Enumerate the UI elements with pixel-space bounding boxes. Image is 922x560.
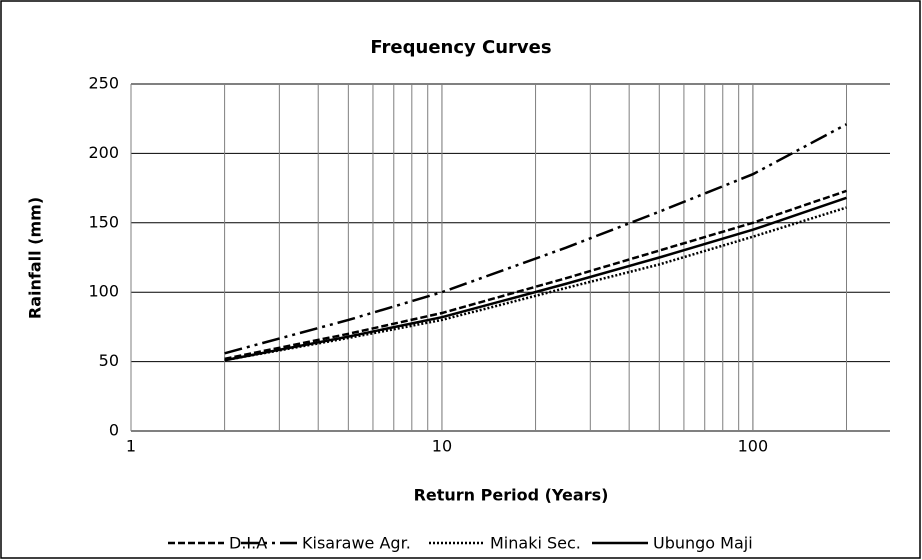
y-tick-label: 50	[99, 351, 119, 370]
x-tick-label: 1	[126, 437, 136, 456]
series-line	[224, 206, 847, 362]
x-tick-label: 10	[432, 437, 452, 456]
chart-title: Frequency Curves	[370, 37, 551, 58]
y-tick-label: 0	[109, 421, 119, 440]
series-line	[224, 189, 847, 361]
y-tick-label: 250	[88, 74, 119, 93]
series-line	[224, 196, 847, 362]
x-axis-label: Return Period (Years)	[414, 486, 609, 505]
series-line	[224, 123, 848, 355]
y-tick-label: 150	[88, 212, 119, 231]
legend-label: Kisarawe Agr.	[302, 534, 411, 553]
legend-label: Minaki Sec.	[490, 534, 581, 553]
y-tick-label: 200	[88, 143, 119, 162]
x-tick-label: 100	[738, 437, 769, 456]
y-tick-label: 100	[88, 282, 119, 301]
legend-label: Ubungo Maji	[653, 534, 753, 553]
y-axis-label: Rainfall (mm)	[26, 197, 45, 319]
